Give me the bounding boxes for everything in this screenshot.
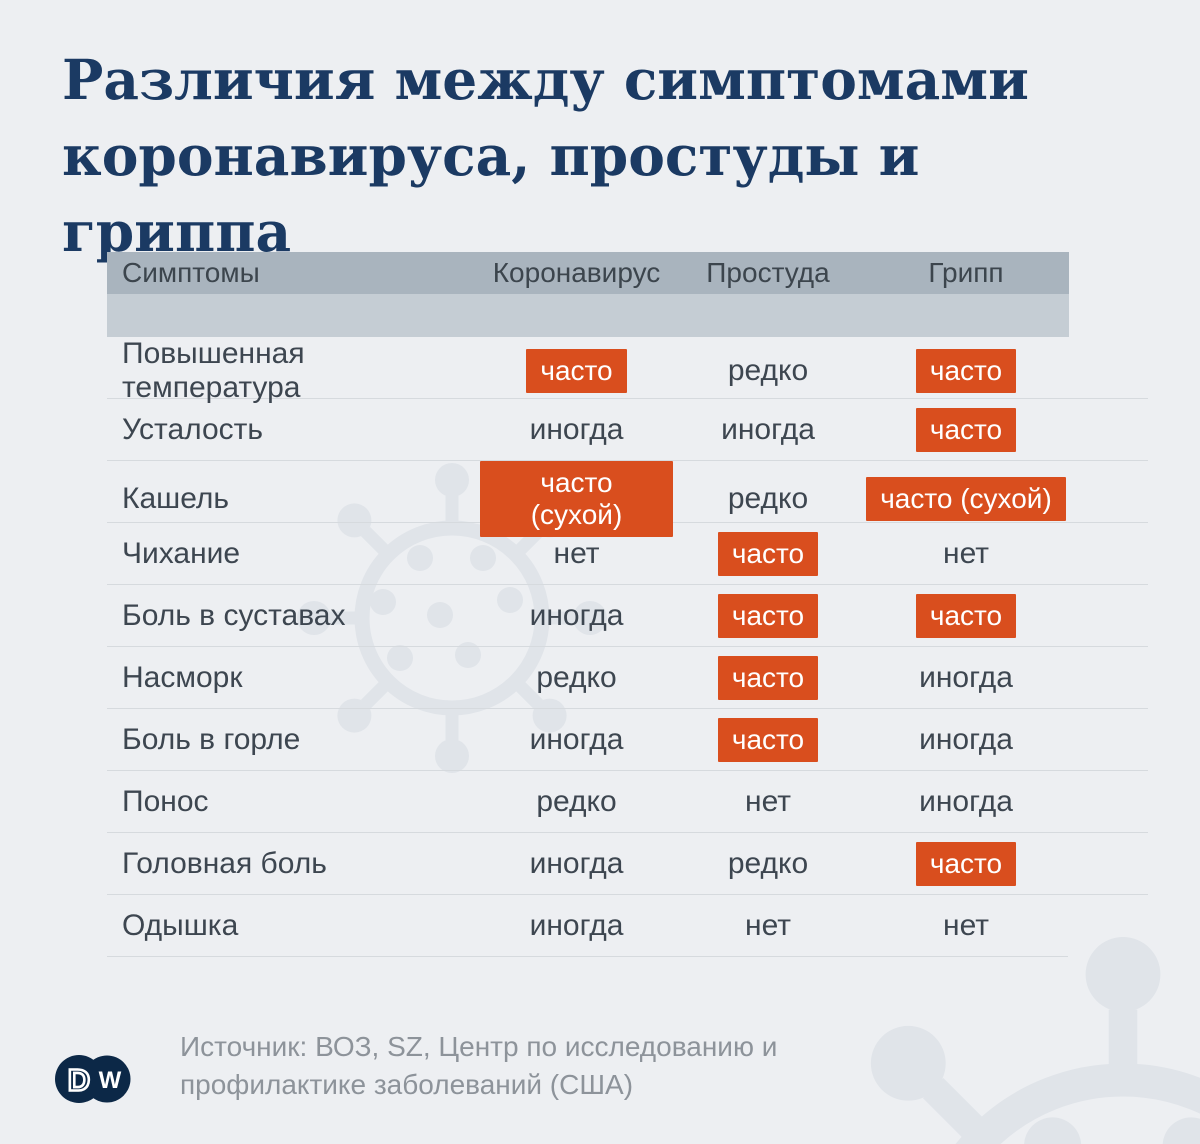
symptom-label: Понос — [122, 784, 209, 818]
cell-value: редко — [727, 482, 809, 515]
symptom-label: Повышенная температура — [122, 337, 305, 404]
source-note: Источник: ВОЗ, SZ, Центр по исследованию… — [180, 1028, 940, 1104]
column-header-cold: Простуда — [706, 257, 830, 288]
table-header-spacer — [107, 294, 1069, 337]
table-row: Одышка иногда нет нет — [107, 895, 1068, 957]
cell-value: часто (сухой) — [480, 461, 673, 537]
cell-value: иногда — [529, 598, 624, 632]
cell-value: часто — [915, 349, 1017, 393]
cell-value: часто — [526, 349, 627, 393]
table-row: Повышенная температура часто редко часто — [107, 337, 1148, 404]
cell-value: часто — [717, 717, 819, 762]
page-title-line2: коронавируса, простуды и гриппа — [62, 123, 920, 264]
cold-cell: нет — [673, 906, 863, 946]
flu-cell: нет — [863, 906, 1069, 946]
cold-cell: часто — [673, 531, 863, 576]
cell-value: иногда — [529, 722, 624, 756]
flu-cell: иногда — [863, 658, 1069, 698]
symptom-label: Головная боль — [122, 846, 327, 880]
table-row: Кашель часто (сухой) редко часто (сухой) — [107, 461, 1148, 537]
cell-value: часто — [915, 841, 1017, 886]
cell-value: нет — [943, 536, 989, 570]
coronavirus-cell: редко — [480, 658, 673, 698]
cold-cell: редко — [673, 351, 863, 391]
cell-value: часто (сухой) — [866, 477, 1066, 521]
table-row: Головная боль иногда редко часто — [107, 833, 1148, 895]
dw-logo-left-circle — [55, 1055, 103, 1103]
symptom-label: Боль в суставах — [122, 598, 346, 632]
coronavirus-cell: часто (сухой) — [480, 461, 673, 537]
symptom-label: Кашель — [122, 482, 230, 515]
symptom-label: Чихание — [122, 536, 241, 570]
cell-value: нет — [745, 784, 791, 818]
page-title: Различия между симптомами коронавируса, … — [62, 42, 1142, 270]
column-header-coronavirus: Коронавирус — [492, 257, 661, 288]
symptom-label: Одышка — [122, 908, 239, 942]
cell-value: часто — [915, 593, 1017, 638]
symptom-label: Боль в горле — [122, 722, 301, 756]
dw-logo: D W — [55, 1055, 131, 1103]
cell-value: редко — [727, 354, 809, 387]
coronavirus-cell: иногда — [480, 720, 673, 760]
flu-cell: иногда — [863, 720, 1069, 760]
flu-cell: часто — [863, 407, 1069, 452]
cold-cell: часто — [673, 593, 863, 638]
flu-cell: часто (сухой) — [863, 477, 1069, 521]
cell-value: редко — [536, 660, 617, 694]
cold-cell: нет — [673, 782, 863, 822]
coronavirus-cell: иногда — [480, 906, 673, 946]
cold-cell: иногда — [673, 410, 863, 450]
cell-value: иногда — [721, 412, 815, 446]
table-row: Насморк редко часто иногда — [107, 647, 1148, 709]
flu-cell: иногда — [863, 782, 1069, 822]
source-note-line2: профилактике заболеваний (США) — [180, 1069, 634, 1100]
cell-value: нет — [553, 536, 600, 570]
flu-cell: часто — [863, 593, 1069, 638]
cold-cell: часто — [673, 717, 863, 762]
flu-cell: часто — [863, 349, 1069, 393]
cold-cell: редко — [673, 844, 863, 884]
coronavirus-cell: иногда — [480, 410, 673, 450]
cell-value: часто — [717, 655, 819, 700]
symptoms-table-body: Повышенная температура часто редко часто… — [107, 337, 1148, 957]
table-row: Понос редко нет иногда — [107, 771, 1148, 833]
table-row: Боль в горле иногда часто иногда — [107, 709, 1148, 771]
column-header-symptoms: Симптомы — [122, 257, 260, 288]
cell-value: нет — [943, 908, 989, 942]
symptom-label: Насморк — [122, 660, 243, 694]
cold-cell: редко — [673, 479, 863, 519]
source-note-line1: Источник: ВОЗ, SZ, Центр по исследованию… — [180, 1031, 778, 1062]
dw-logo-letter-d: D — [68, 1063, 90, 1098]
cell-value: часто — [915, 407, 1017, 452]
symptom-label: Усталость — [122, 412, 264, 446]
cold-cell: часто — [673, 655, 863, 700]
cell-value: часто — [717, 531, 819, 576]
cell-value: иногда — [919, 660, 1013, 694]
table-row: Усталость иногда иногда часто — [107, 399, 1148, 461]
flu-cell: часто — [863, 841, 1069, 886]
table-row: Боль в суставах иногда часто часто — [107, 585, 1148, 647]
flu-cell: нет — [863, 534, 1069, 574]
cell-value: нет — [745, 908, 791, 942]
coronavirus-cell: нет — [480, 534, 673, 574]
cell-value: иногда — [529, 908, 624, 942]
cell-value: часто — [717, 593, 819, 638]
dw-logo-letter-w: W — [99, 1067, 122, 1094]
coronavirus-cell: иногда — [480, 596, 673, 636]
coronavirus-cell: редко — [480, 782, 673, 822]
coronavirus-cell: часто — [480, 349, 673, 393]
cell-value: иногда — [919, 784, 1013, 818]
table-header-row: Симптомы Коронавирус Простуда Грипп — [107, 252, 1069, 294]
page-title-line1: Различия между симптомами — [62, 47, 1029, 112]
coronavirus-cell: иногда — [480, 844, 673, 884]
cell-value: иногда — [529, 846, 624, 880]
cell-value: иногда — [529, 412, 624, 446]
cell-value: редко — [727, 846, 809, 880]
cell-value: редко — [536, 784, 617, 818]
cell-value: иногда — [919, 722, 1013, 756]
column-header-flu: Грипп — [928, 257, 1004, 288]
